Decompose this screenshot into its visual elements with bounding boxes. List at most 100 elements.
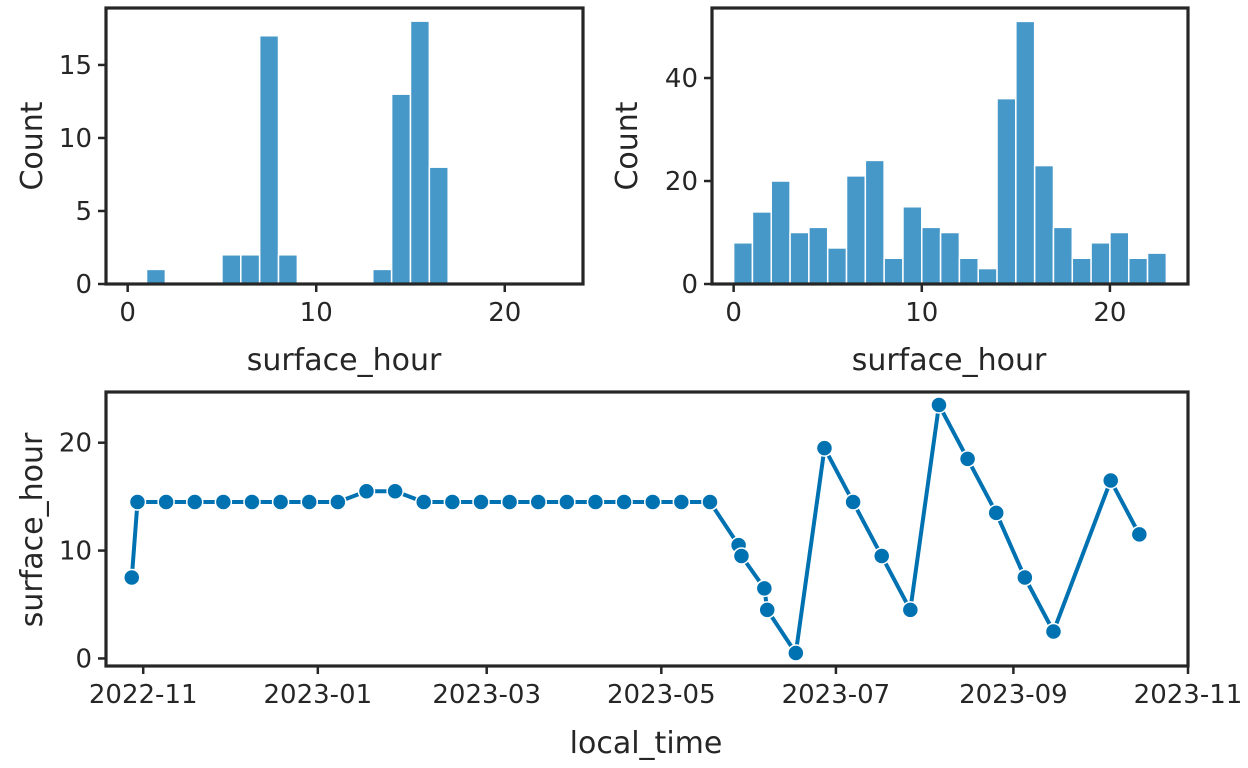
data-point xyxy=(214,493,233,511)
histogram-right-bar xyxy=(1127,257,1149,285)
data-point xyxy=(930,396,948,414)
timeseries-ylabel: surface_hour xyxy=(15,432,50,627)
x-tick-label: 2023-03 xyxy=(432,680,541,710)
x-tick-label: 2023-05 xyxy=(607,680,716,710)
data-point xyxy=(987,504,1005,522)
data-point xyxy=(414,493,433,511)
histogram-left-bar xyxy=(428,166,449,285)
x-tick-label: 0 xyxy=(119,298,136,328)
y-tick-label: 20 xyxy=(59,429,92,459)
histogram-right-bar xyxy=(1109,231,1130,285)
data-point xyxy=(787,644,805,662)
histogram-right-bar xyxy=(958,257,979,285)
x-tick-label: 2023-07 xyxy=(782,680,891,710)
data-point xyxy=(586,493,605,511)
data-point xyxy=(1044,622,1063,641)
x-tick-label: 10 xyxy=(300,298,333,328)
data-point xyxy=(529,493,547,511)
histogram-right-bar xyxy=(939,231,961,285)
histogram-right-bar xyxy=(770,180,791,285)
data-point xyxy=(615,493,633,511)
histogram-right-bar xyxy=(789,231,810,285)
histogram-left-bar xyxy=(145,268,167,285)
histogram-right-bar xyxy=(996,97,1017,285)
histogram-right-bar xyxy=(921,226,942,285)
histogram-right-bar xyxy=(732,242,754,285)
x-tick-label: 2023-09 xyxy=(959,680,1068,710)
y-tick-label: 15 xyxy=(59,51,92,81)
histogram-right-bar xyxy=(845,175,867,285)
histogram-left-xlabel: surface_hour xyxy=(247,343,442,378)
histogram-right-ylabel: Count xyxy=(610,101,645,190)
histogram-right-ticks: 0 10 20 0 20 40 xyxy=(665,64,1127,328)
data-point xyxy=(672,493,691,511)
data-point xyxy=(472,493,490,511)
x-tick-label: 10 xyxy=(905,298,938,328)
data-point xyxy=(755,579,774,598)
data-point xyxy=(1101,471,1120,490)
data-point xyxy=(185,493,204,511)
data-point xyxy=(123,568,141,587)
data-point xyxy=(844,493,862,511)
histogram-left-bar xyxy=(390,93,412,285)
histogram-right-bar xyxy=(977,267,998,285)
data-point xyxy=(443,493,462,511)
histogram-left-bars xyxy=(145,20,449,285)
data-point xyxy=(732,547,751,565)
x-tick-label: 20 xyxy=(488,298,521,328)
histogram-right-bars xyxy=(732,20,1168,285)
data-point xyxy=(872,547,891,565)
histogram-right-bar xyxy=(1071,257,1092,285)
histogram-right-bar xyxy=(902,206,923,285)
data-point xyxy=(901,601,920,619)
data-point xyxy=(357,482,376,500)
data-point xyxy=(643,493,662,511)
data-point xyxy=(758,601,776,619)
histogram-right-bar xyxy=(883,257,904,285)
y-tick-label: 5 xyxy=(75,197,92,227)
histogram-left-bar xyxy=(372,268,393,285)
data-point xyxy=(329,493,347,511)
y-tick-label: 0 xyxy=(681,270,698,300)
data-point xyxy=(243,493,261,511)
y-tick-label: 20 xyxy=(665,167,698,197)
x-tick-label: 2022-11 xyxy=(89,680,198,710)
histogram-left-bar xyxy=(409,20,431,285)
histogram-left-frame xyxy=(104,6,585,286)
x-tick-label: 20 xyxy=(1093,298,1126,328)
histogram-right-bar xyxy=(1033,164,1055,285)
data-point xyxy=(157,493,175,511)
x-tick-label: 0 xyxy=(725,298,742,328)
histogram-left-bar xyxy=(258,34,280,285)
histogram-right-bar xyxy=(864,159,885,285)
data-point xyxy=(558,493,576,511)
histogram-right-axes: 0 10 20 0 20 40 surface_hour Count xyxy=(610,6,1190,378)
histogram-left-ylabel: Count xyxy=(15,101,50,190)
timeseries-xlabel: local_time xyxy=(570,726,723,761)
histogram-left-bar xyxy=(221,254,242,285)
data-point xyxy=(128,493,147,511)
histogram-right-bar xyxy=(808,226,829,285)
x-tick-label: 2023-01 xyxy=(263,680,372,710)
data-point xyxy=(300,493,318,511)
data-point xyxy=(1016,568,1034,587)
histogram-right-bar xyxy=(826,247,848,285)
histogram-right-bar xyxy=(1052,226,1074,285)
data-point xyxy=(386,482,404,500)
histogram-left-axes: 0 10 20 0 5 10 15 surface_hour Count xyxy=(15,6,585,378)
timeseries-ticks: 2022-11 2023-01 2023-03 2023-05 2023-07 2023-… xyxy=(59,429,1242,710)
y-tick-label: 10 xyxy=(59,124,92,154)
histogram-left-bar xyxy=(277,254,299,285)
data-point xyxy=(271,493,290,511)
histogram-right-frame xyxy=(710,6,1190,286)
data-point xyxy=(958,450,977,468)
data-point xyxy=(815,439,834,457)
histogram-left-ticks: 0 10 20 0 5 10 15 xyxy=(59,51,521,328)
timeseries-series xyxy=(123,396,1149,662)
data-point xyxy=(701,493,719,511)
histogram-right-bar xyxy=(1015,20,1036,285)
data-point xyxy=(500,493,519,511)
histogram-right-xlabel: surface_hour xyxy=(852,343,1047,378)
y-tick-label: 0 xyxy=(75,644,92,674)
